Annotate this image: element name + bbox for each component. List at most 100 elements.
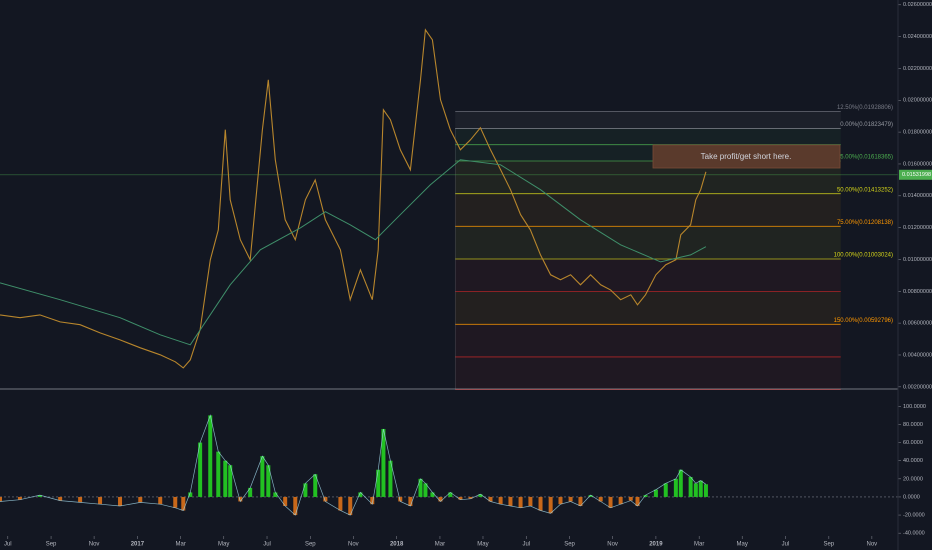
oscillator-bar (408, 496, 413, 506)
oscillator-bar (688, 477, 693, 497)
y-tick-label: 100.0000 (903, 404, 926, 410)
oscillator-bar (698, 480, 703, 497)
x-tick-label: May (737, 542, 748, 548)
x-tick-label: May (477, 542, 488, 548)
x-tick-label: Sep (823, 542, 834, 548)
oscillator-bar (618, 496, 623, 505)
x-tick-label: Sep (46, 542, 57, 548)
x-tick-label: 2017 (131, 542, 145, 548)
y-tick-label: 0.00200000 (903, 384, 932, 390)
x-tick-label: Jul (263, 542, 271, 548)
oscillator-bar (338, 496, 343, 511)
x-tick-label: Nov (607, 542, 618, 548)
fib-label: 75.00%(0.01208138) (837, 220, 893, 226)
oscillator-bar (0, 496, 2, 502)
oscillator-bar (578, 496, 583, 506)
oscillator-bar (598, 496, 603, 502)
oscillator-bar (208, 415, 213, 497)
oscillator-bar (458, 496, 463, 500)
oscillator-bar (188, 492, 193, 497)
oscillator-bar (663, 483, 668, 497)
y-tick-label: 0.02200000 (903, 66, 932, 72)
oscillator-bar (78, 496, 83, 503)
y-tick-label: 0.01400000 (903, 193, 932, 199)
y-tick-label: -40.0000 (903, 531, 925, 537)
oscillator-bar (653, 489, 658, 497)
oscillator-bar (228, 465, 233, 497)
annotation-text: Take profit/get short here. (701, 152, 792, 161)
oscillator-bar (673, 478, 678, 497)
x-tick-label: Nov (348, 542, 359, 548)
oscillator-bar (158, 496, 163, 505)
oscillator-bar (628, 496, 633, 501)
oscillator-bar (423, 483, 428, 497)
oscillator-bar (348, 496, 353, 516)
oscillator-bar (498, 496, 503, 505)
oscillator-bar (468, 496, 473, 499)
price-line (0, 28, 707, 369)
oscillator-bar (703, 484, 708, 497)
annotation-box (652, 144, 841, 169)
x-tick-label: Nov (89, 542, 100, 548)
oscillator-bar (608, 496, 613, 508)
fib-label: 12.50%(0.01928806) (837, 105, 893, 111)
oscillator-bar (303, 483, 308, 497)
fib-band (455, 128, 841, 145)
price-line (0, 159, 707, 346)
oscillator-bar (643, 495, 648, 497)
x-tick-label: Jul (782, 542, 790, 548)
oscillator-bar (58, 496, 63, 501)
oscillator-bar (223, 460, 228, 497)
fib-band (455, 324, 841, 357)
y-tick-label: 0.02600000 (903, 2, 932, 8)
x-tick-label: Jul (522, 542, 530, 548)
oscillator-bar (388, 460, 393, 497)
oscillator-bar (568, 496, 573, 502)
oscillator-bar (118, 496, 123, 506)
fib-label: 150.00%(0.00592796) (834, 318, 893, 324)
oscillator-bar (588, 495, 593, 497)
fib-label: 50.00%(0.01413252) (837, 187, 893, 193)
y-tick-label: 0.01200000 (903, 225, 932, 231)
y-tick-label: 0.01800000 (903, 130, 932, 136)
oscillator-bar (238, 496, 243, 502)
oscillator-bar (370, 496, 375, 505)
last-price-label: 0.01531998 (902, 172, 931, 178)
fib-label: 0.00%(0.01823479) (840, 122, 893, 128)
y-tick-label: 60.0000 (903, 440, 923, 446)
oscillator-bar (323, 496, 328, 502)
oscillator-bar (528, 496, 533, 506)
oscillator-line (0, 414, 707, 516)
oscillator-bar (693, 483, 698, 497)
oscillator-bar (358, 492, 363, 497)
oscillator-bar (398, 496, 403, 502)
oscillator-bar (518, 496, 523, 508)
x-tick-label: Mar (694, 542, 704, 548)
oscillator-bar (283, 496, 288, 506)
oscillator-bar (273, 492, 278, 497)
last-price-tag (899, 169, 932, 180)
oscillator-bar (293, 496, 298, 516)
x-tick-label: Mar (435, 542, 445, 548)
oscillator-bar (248, 487, 253, 497)
oscillator-bar (418, 478, 423, 497)
oscillator-bar (198, 442, 203, 497)
oscillator-bar (266, 465, 271, 497)
fib-band (455, 111, 841, 129)
oscillator-bar (376, 469, 381, 497)
oscillator-bar (438, 496, 443, 502)
y-tick-label: 0.02400000 (903, 34, 932, 40)
oscillator-bar (448, 492, 453, 497)
y-tick-label: 0.00800000 (903, 289, 932, 295)
y-tick-label: 0.0000 (903, 494, 920, 500)
y-tick-label: 80.0000 (903, 422, 923, 428)
oscillator-bar (98, 496, 103, 505)
fib-band (455, 291, 841, 325)
oscillator-bar (173, 496, 178, 508)
oscillator-bar (37, 495, 42, 497)
fib-band (455, 356, 841, 390)
y-tick-label: 0.00600000 (903, 321, 932, 327)
oscillator-bar (558, 496, 563, 505)
oscillator-bar (138, 496, 143, 503)
